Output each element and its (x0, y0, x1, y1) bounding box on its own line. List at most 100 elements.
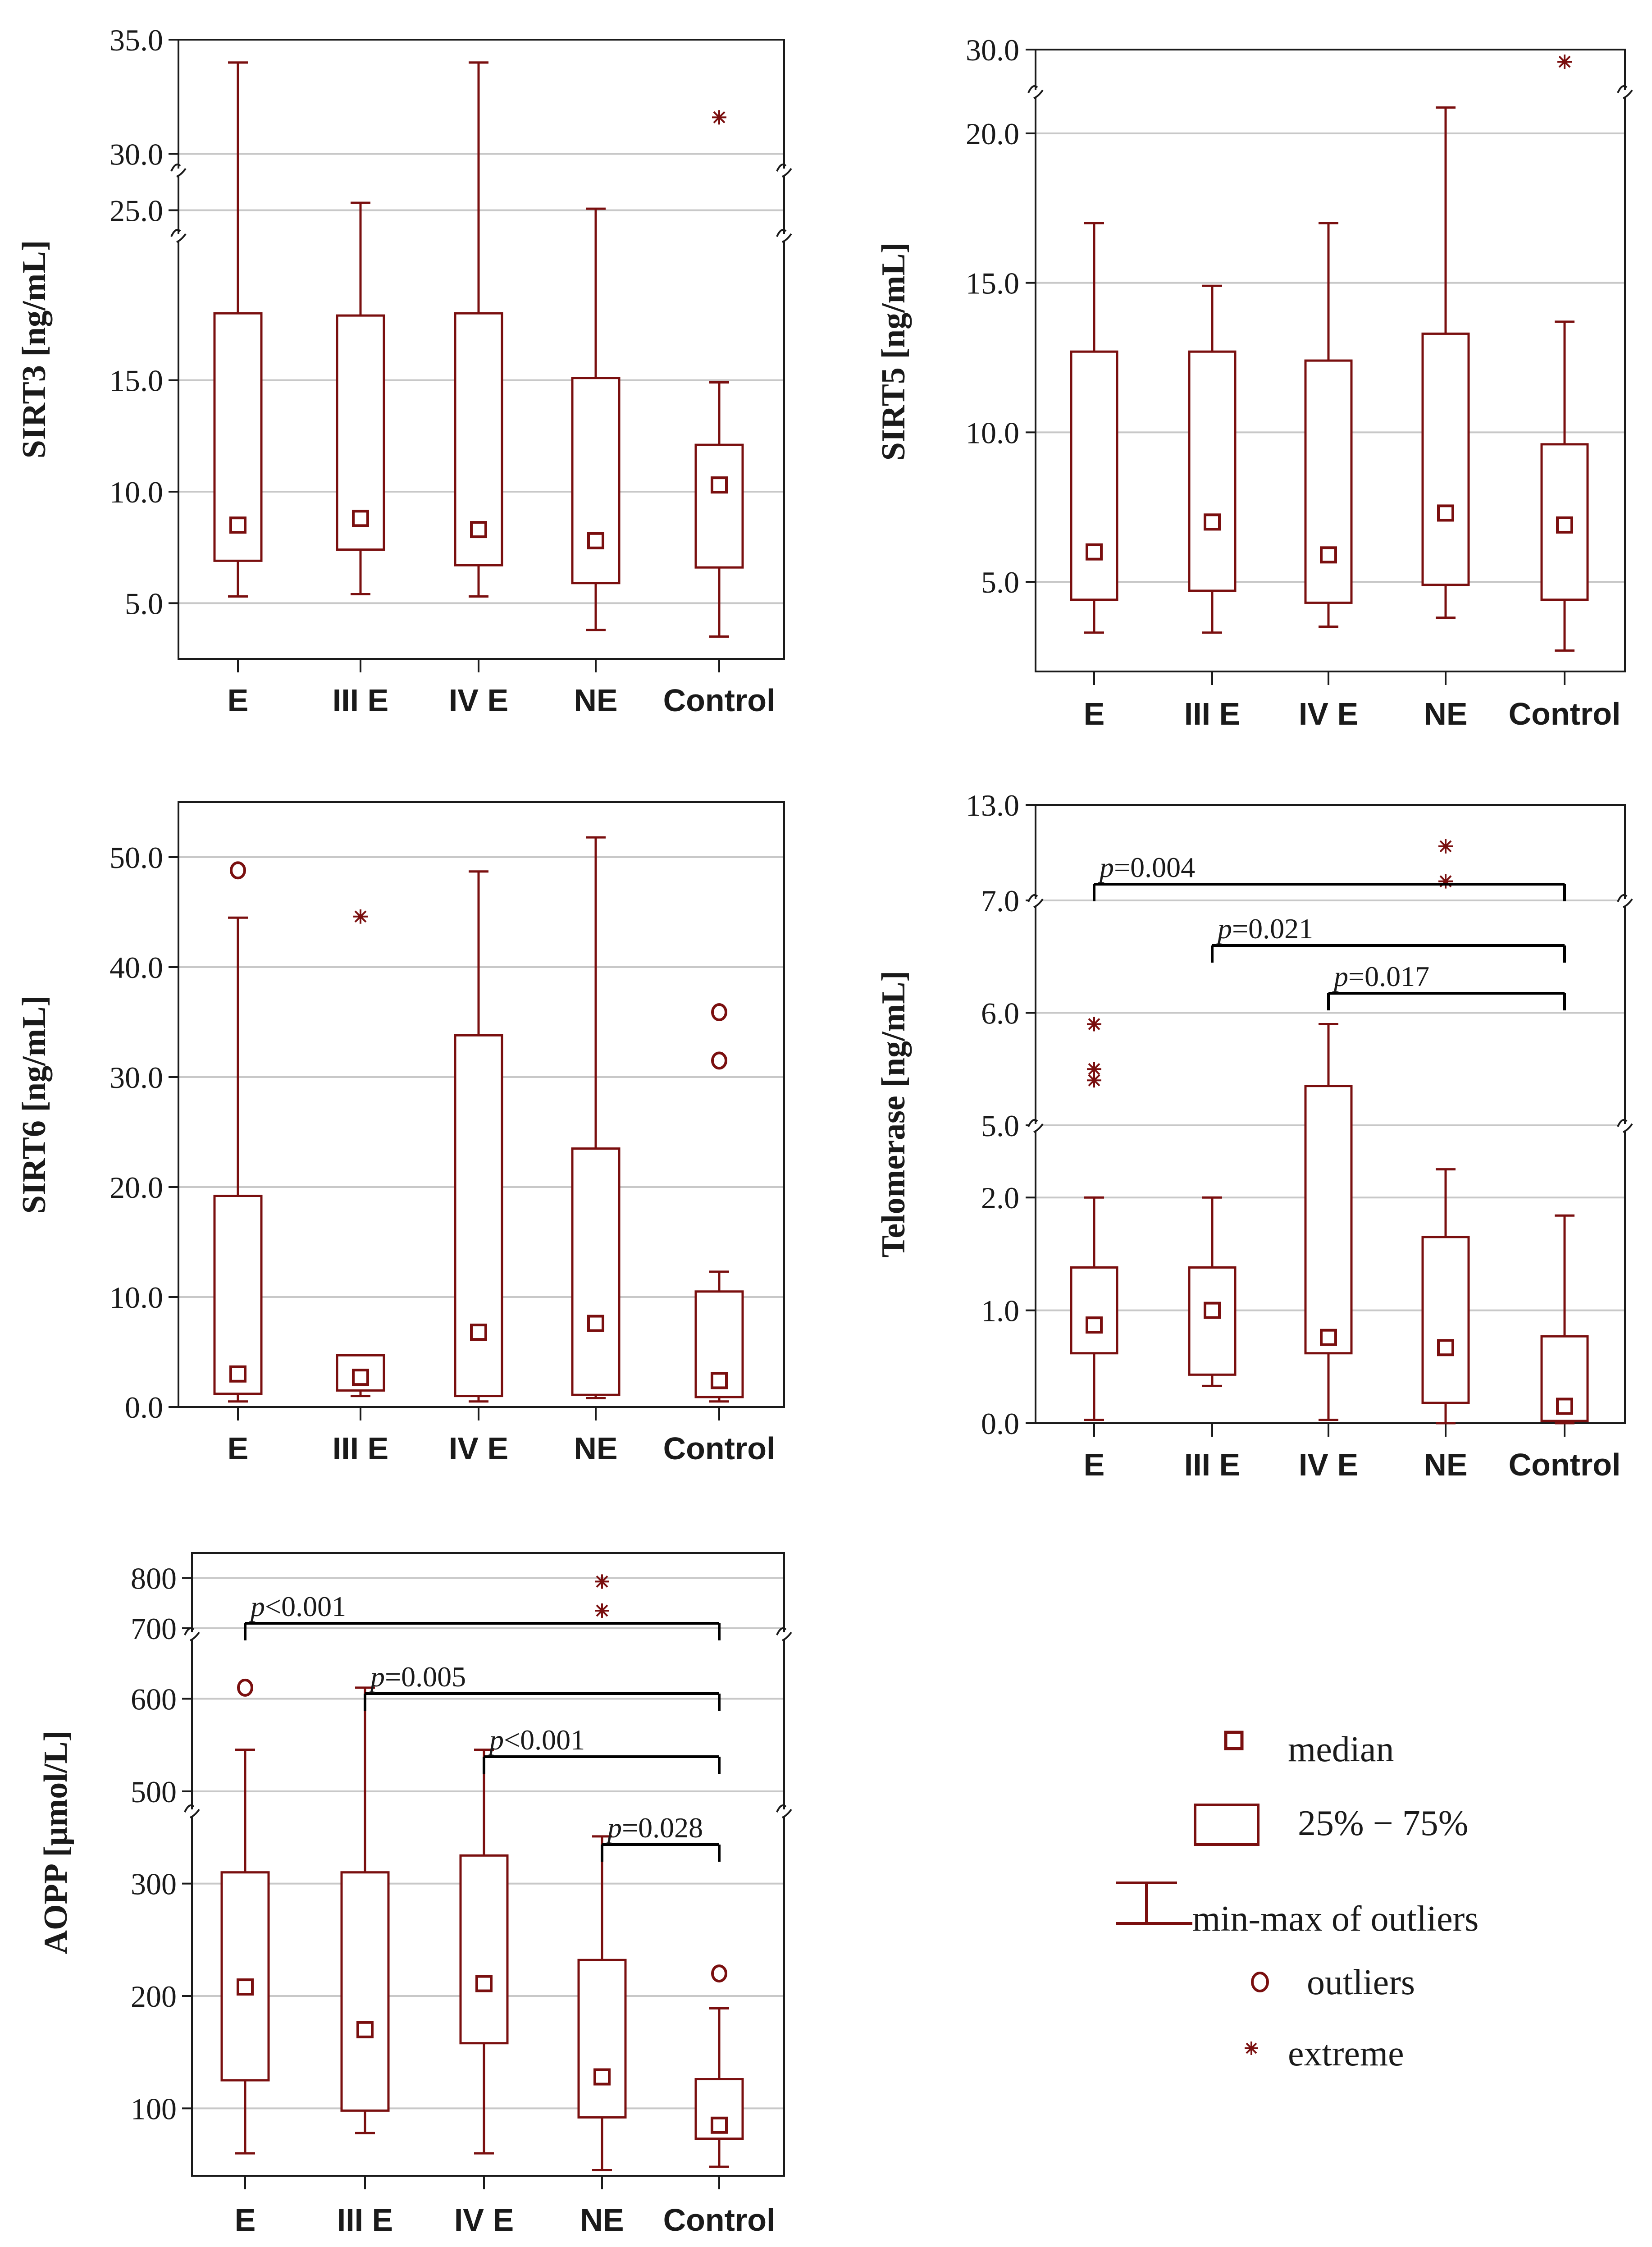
axis-break-curve (1033, 1123, 1044, 1133)
category-label: Control (663, 1431, 776, 1466)
iqr-box (1188, 1266, 1237, 1376)
extreme-point (595, 1603, 609, 1618)
significance-bracket: p=0.021 (1211, 913, 1566, 963)
axis-break (776, 1627, 792, 1641)
p-value: <0.001 (504, 1724, 585, 1756)
box-iv-e (454, 61, 503, 598)
p-value-label: p=0.028 (606, 1812, 703, 1844)
axis-break-curve (176, 168, 187, 178)
category-label: III E (333, 683, 388, 718)
category-label: IV E (1299, 696, 1358, 731)
median-marker (593, 2068, 611, 2086)
box-e (1070, 1017, 1118, 1421)
category-label: NE (574, 1431, 617, 1466)
median-marker (711, 2116, 728, 2134)
p-value: =0.028 (622, 1812, 703, 1844)
p-value: <0.001 (265, 1590, 346, 1622)
box-iv-e (1304, 1023, 1353, 1421)
extreme-point (1438, 874, 1453, 889)
y-tick-label: 40.0 (110, 950, 163, 985)
iqr-box (1304, 359, 1353, 604)
axis-break-curve (1033, 898, 1044, 908)
box-iv-e (459, 1748, 509, 2155)
extreme-stroke (354, 910, 367, 923)
axis-break-curve (782, 1809, 792, 1818)
category-label: NE (1424, 1447, 1467, 1482)
box-ne (1421, 106, 1470, 619)
axis-break-curve (776, 164, 787, 172)
axis-break-curve (170, 229, 181, 237)
median-marker (1437, 1339, 1454, 1356)
iqr-box (454, 312, 503, 566)
y-axis-label: AOPP [µmol/L] (37, 1731, 74, 1955)
median-marker (587, 1315, 604, 1332)
outlier-point (711, 1051, 727, 1070)
axis-break-curve (1033, 89, 1044, 99)
legend-outlier-marker (1251, 1972, 1269, 1992)
iqr-box (694, 443, 744, 569)
legend-iqr-label: 25% − 75% (1298, 1804, 1468, 1843)
category-label: Control (663, 683, 776, 718)
y-tick-label: 0.0 (981, 1407, 1019, 1441)
axis-break (776, 1804, 792, 1818)
chart-sirt5: 5.0 10.0 15.0 20.0 30.0 E III E IV E NE Control SI… (875, 33, 1633, 731)
y-axis-label: SIRT3 [ng/mL] (16, 240, 53, 459)
median-marker (1556, 1398, 1573, 1415)
box-ne (577, 1574, 627, 2172)
axis-break (170, 164, 187, 178)
median-marker (470, 1324, 487, 1341)
category-label: Control (1509, 696, 1621, 731)
y-axis-label: Telomerase [ng/mL] (875, 971, 912, 1257)
y-axis-label: SIRT5 [ng/mL] (875, 242, 912, 461)
box-iii-e (1188, 284, 1237, 634)
box-iii-e (1188, 1196, 1237, 1387)
axis-break-curve (782, 168, 792, 178)
category-label: III E (1184, 1447, 1240, 1482)
y-tick-label: 5.0 (125, 586, 163, 621)
category-label: NE (580, 2202, 624, 2238)
iqr-box (1540, 1335, 1589, 1422)
outlier-point (711, 1964, 727, 1983)
median-marker (1320, 546, 1337, 564)
legend-extreme-marker (1245, 2041, 1258, 2055)
box-control (694, 1003, 744, 1403)
extreme-point (1438, 839, 1453, 854)
extreme-stroke (1088, 1018, 1100, 1030)
category-label: IV E (449, 683, 508, 718)
extreme-stroke (596, 1604, 608, 1617)
axis-break (1027, 894, 1044, 908)
significance-bracket: p<0.001 (483, 1724, 721, 1774)
p-value: =0.017 (1348, 960, 1429, 992)
median-marker (352, 1369, 369, 1386)
axis-break-curve (782, 233, 792, 243)
axis-break (170, 229, 187, 243)
axis-break-curve (782, 1631, 792, 1641)
extreme-point (353, 909, 368, 924)
box-iv-e (454, 870, 503, 1403)
y-tick-label: 15.0 (110, 364, 163, 398)
p-symbol: p (249, 1590, 265, 1622)
plot-frame (178, 801, 785, 1408)
box-ne (571, 836, 621, 1399)
extreme-stroke (1439, 840, 1452, 853)
outlier-point (237, 1678, 253, 1697)
axis-break-curve (776, 229, 787, 237)
plot-frame (191, 1552, 785, 2177)
y-tick-label: 20.0 (966, 117, 1019, 151)
box-ne (571, 207, 621, 631)
category-label: Control (1509, 1447, 1621, 1482)
category-label: E (1084, 696, 1105, 731)
median-marker (1437, 504, 1454, 522)
p-value-label: p=0.005 (369, 1661, 466, 1693)
median-marker (475, 1975, 493, 1992)
significance-bracket: p=0.004 (1093, 851, 1566, 901)
box-iii-e (336, 201, 385, 596)
extreme-point (1557, 55, 1572, 69)
chart-sirt3: 5.0 10.0 15.0 25.0 30.0 35.0 E III E IV E NE Contr… (16, 23, 792, 718)
legend-median-label: median (1288, 1730, 1394, 1769)
axis-break-curve (190, 1809, 200, 1818)
iqr-box (459, 1854, 509, 2045)
axis-break-curve (170, 164, 181, 172)
iqr-box (577, 1959, 627, 2119)
